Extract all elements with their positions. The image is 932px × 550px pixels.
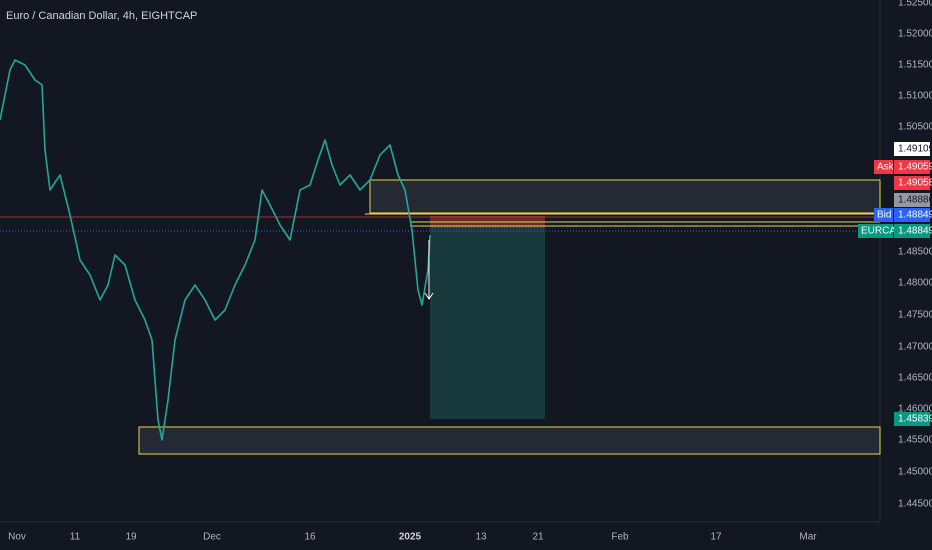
tag-label: Ask xyxy=(877,162,895,173)
time-label: Nov xyxy=(8,532,26,543)
price-path xyxy=(0,59,431,441)
tag-bg xyxy=(894,176,930,190)
tag-label: EURCAD xyxy=(861,226,903,237)
price-tags: 1.49109 Ask 1.49059 1.49058 1.48886 Bid … xyxy=(858,142,932,426)
price-label: 1.51000 xyxy=(898,91,932,102)
tag-bg xyxy=(858,224,893,238)
price-label: 1.45000 xyxy=(898,467,932,478)
price-label: 1.45500 xyxy=(898,435,932,446)
tag-bg xyxy=(894,412,930,426)
price-label: 1.47500 xyxy=(898,310,932,321)
tag-bg xyxy=(894,142,930,156)
price-label: 1.47000 xyxy=(898,342,932,353)
tag-bg xyxy=(894,193,930,207)
supply-zone xyxy=(369,179,881,214)
time-label: 21 xyxy=(532,532,544,543)
time-label: 16 xyxy=(304,532,316,543)
price-label: 1.48500 xyxy=(898,247,932,258)
tag-bg xyxy=(894,208,930,222)
price-tag: 1.49059 xyxy=(898,162,932,173)
price-tag: 1.49058 xyxy=(898,178,932,189)
price-tag: 1.48849 xyxy=(898,226,932,237)
price-tag: 1.49109 xyxy=(898,144,932,155)
time-label: Feb xyxy=(611,532,629,543)
tag-label: Bid xyxy=(877,210,891,221)
demand-zone xyxy=(138,426,881,455)
price-label: 1.44500 xyxy=(898,499,932,510)
price-tag: 1.45839 xyxy=(898,414,932,425)
tag-bg xyxy=(894,160,930,174)
time-label: 11 xyxy=(70,532,81,543)
price-tag: 1.48849 xyxy=(898,210,932,221)
time-axis: Nov 11 19 Dec 16 2025 13 21 Feb 17 Mar xyxy=(8,532,817,543)
price-label: 1.48000 xyxy=(898,278,932,289)
arrow xyxy=(424,240,434,300)
price-label: 1.50500 xyxy=(898,122,932,133)
price-tag: 1.48886 xyxy=(898,195,932,206)
time-label: Dec xyxy=(203,532,221,543)
time-label: 13 xyxy=(475,532,487,543)
price-label: 1.46500 xyxy=(898,373,932,384)
price-axis: 1.52500 1.52000 1.51500 1.51000 1.50500 … xyxy=(898,0,932,510)
price-label: 1.51500 xyxy=(898,60,932,71)
target-zone xyxy=(430,228,545,419)
time-label: 2025 xyxy=(399,532,422,543)
price-label: 1.46000 xyxy=(898,404,932,415)
tag-bg xyxy=(874,160,893,174)
tag-bg xyxy=(894,224,930,238)
time-label: 17 xyxy=(710,532,722,543)
time-label: 19 xyxy=(125,532,137,543)
chart-title: Euro / Canadian Dollar, 4h, EIGHTCAP xyxy=(6,10,197,22)
tag-bg xyxy=(874,208,893,222)
price-label: 1.52500 xyxy=(898,0,932,9)
price-label: 1.52000 xyxy=(898,29,932,40)
time-label: Mar xyxy=(799,532,817,543)
